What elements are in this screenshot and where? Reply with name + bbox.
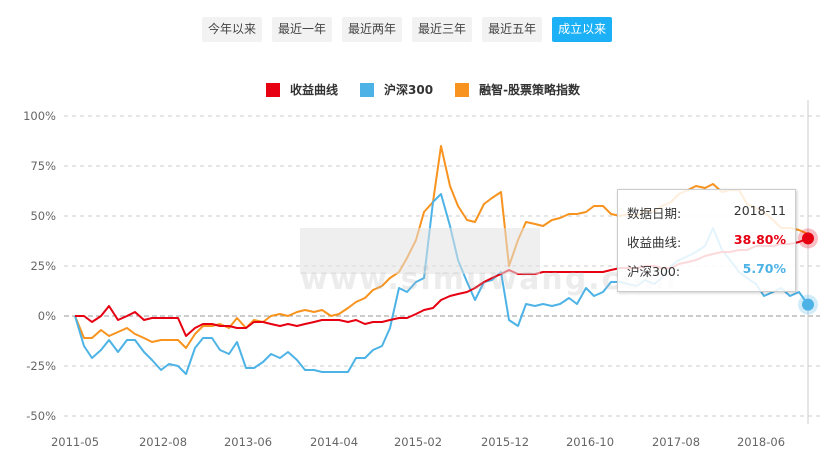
y-tick-label: -50% bbox=[26, 409, 56, 423]
y-tick-label: 50% bbox=[30, 209, 56, 223]
tab-3y[interactable]: 最近三年 bbox=[412, 17, 473, 42]
tooltip-series2-row: 沪深300: 5.70% bbox=[627, 261, 786, 280]
y-tick-label: 25% bbox=[30, 259, 56, 273]
chart-legend: 收益曲线 沪深300 融智-股票策略指数 bbox=[266, 81, 602, 98]
x-tick-label: 2011-05 bbox=[51, 435, 99, 449]
tooltip-series1-value: 38.80% bbox=[733, 232, 786, 247]
y-tick-label: 75% bbox=[30, 159, 56, 173]
tooltip-series2-label: 沪深300: bbox=[627, 264, 681, 279]
tooltip-date-row: 数据日期: 2018-11 bbox=[627, 203, 786, 222]
marker-dot bbox=[802, 298, 814, 311]
x-tick-label: 2014-04 bbox=[310, 435, 358, 449]
legend-item-return-curve[interactable]: 收益曲线 bbox=[266, 81, 338, 98]
legend-label: 融智-股票策略指数 bbox=[479, 83, 581, 97]
hover-markers bbox=[798, 228, 818, 315]
legend-item-csi300[interactable]: 沪深300 bbox=[360, 81, 433, 98]
tooltip-date-label: 数据日期: bbox=[627, 206, 682, 221]
marker-dot bbox=[802, 232, 814, 245]
x-tick-label: 2015-12 bbox=[481, 435, 529, 449]
y-tick-label: 100% bbox=[23, 109, 56, 123]
legend-label: 收益曲线 bbox=[290, 83, 339, 97]
tab-ytd[interactable]: 今年以来 bbox=[202, 17, 263, 42]
x-tick-label: 2013-06 bbox=[224, 435, 272, 449]
tab-since-inception[interactable]: 成立以来 bbox=[552, 17, 613, 42]
legend-item-strategy-index[interactable]: 融智-股票策略指数 bbox=[455, 81, 580, 98]
watermark: www.simuwang.com bbox=[300, 262, 678, 297]
tab-5y[interactable]: 最近五年 bbox=[482, 17, 543, 42]
x-tick-label: 2016-10 bbox=[566, 435, 614, 449]
watermark-blur bbox=[300, 228, 540, 274]
x-axis: 2011-05 2012-08 2013-06 2014-04 2015-02 2015-… bbox=[51, 435, 785, 449]
tab-2y[interactable]: 最近两年 bbox=[342, 17, 403, 42]
tooltip-series2-value: 5.70% bbox=[742, 261, 786, 276]
y-tick-label: -25% bbox=[26, 359, 56, 373]
x-tick-label: 2015-02 bbox=[394, 435, 442, 449]
legend-swatch-red-icon bbox=[266, 82, 280, 97]
y-axis: 100% 75% 50% 25% 0% -25% -50% bbox=[23, 109, 56, 423]
x-tick-label: 2012-08 bbox=[139, 435, 187, 449]
tooltip-date-value: 2018-11 bbox=[733, 203, 786, 218]
tooltip-series1-row: 收益曲线: 38.80% bbox=[627, 232, 786, 251]
legend-label: 沪深300 bbox=[384, 83, 434, 97]
x-tick-label: 2018-06 bbox=[737, 435, 785, 449]
tooltip-series1-label: 收益曲线: bbox=[627, 235, 682, 250]
tab-1y[interactable]: 最近一年 bbox=[272, 17, 333, 42]
legend-swatch-orange-icon bbox=[455, 82, 470, 97]
x-tick-label: 2017-08 bbox=[652, 435, 700, 449]
chart-tooltip: 数据日期: 2018-11 收益曲线: 38.80% 沪深300: 5.70% bbox=[617, 189, 796, 292]
y-tick-label: 0% bbox=[38, 309, 56, 323]
legend-swatch-blue-icon bbox=[360, 82, 375, 97]
range-tabs: 今年以来 最近一年 最近两年 最近三年 最近五年 成立以来 bbox=[202, 17, 613, 42]
